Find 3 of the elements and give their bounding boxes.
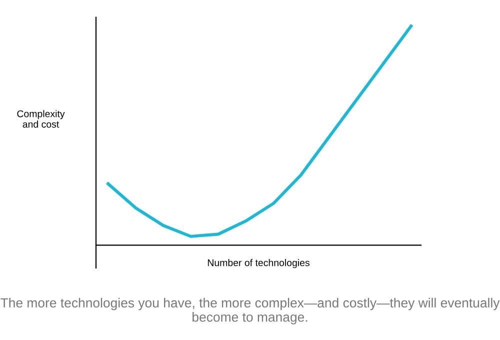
text: The more technologies you have, the more complex—and costly—they will eventually become to manage. [0,298,500,324]
y-axis-title: Complexity and cost [17,110,65,128]
x-axis-title: Number of technologies [208,259,310,268]
